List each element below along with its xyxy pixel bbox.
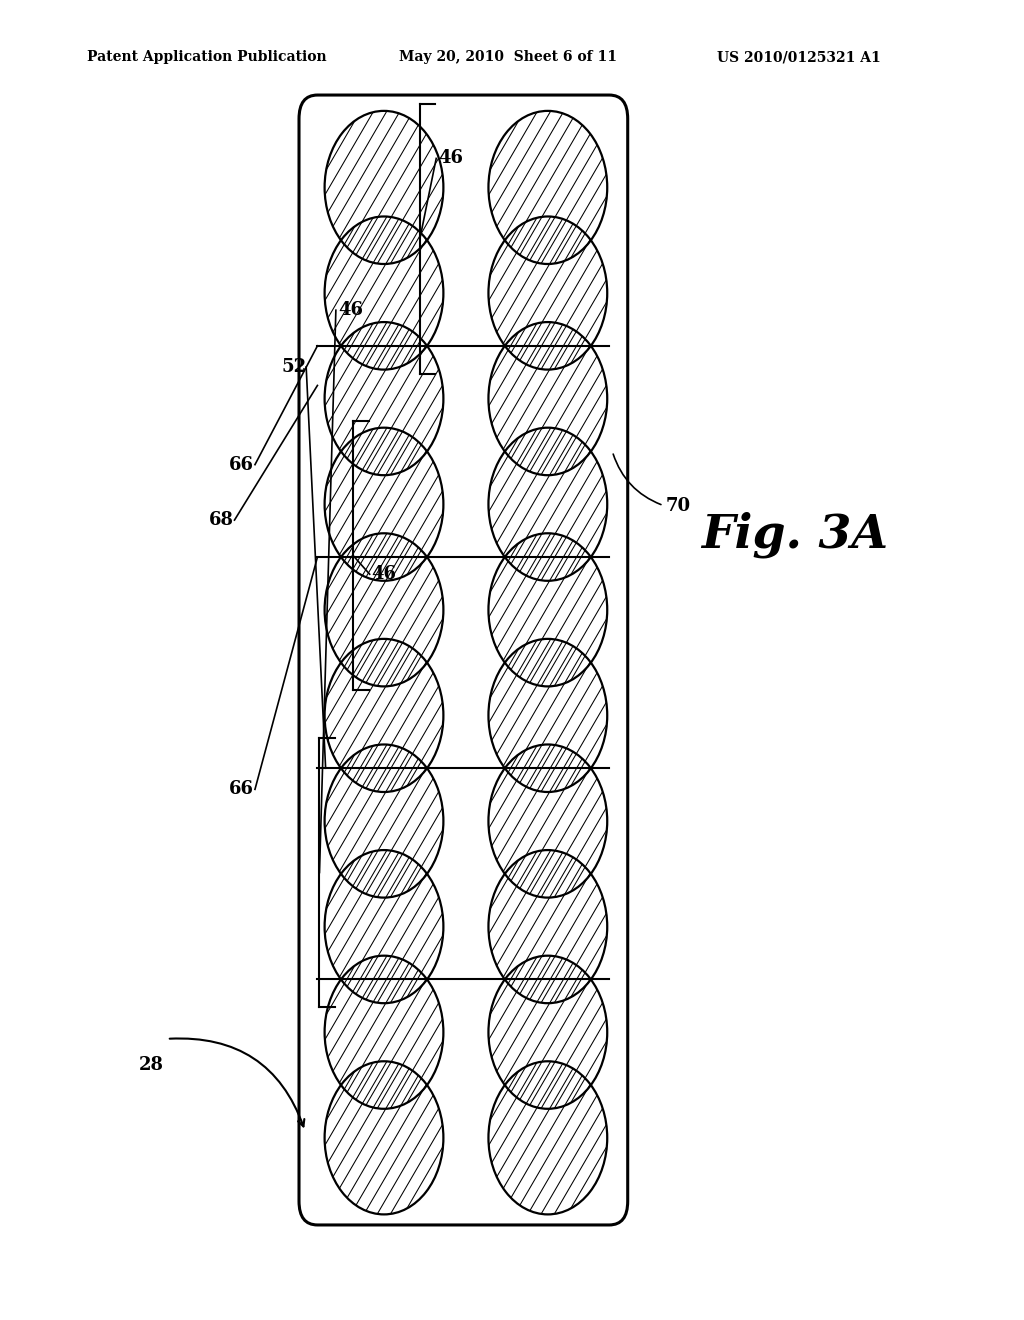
Ellipse shape	[488, 428, 607, 581]
Ellipse shape	[488, 216, 607, 370]
FancyArrowPatch shape	[170, 1039, 304, 1126]
Text: 66: 66	[229, 455, 254, 474]
Ellipse shape	[488, 1061, 607, 1214]
Ellipse shape	[488, 956, 607, 1109]
Text: 46: 46	[438, 149, 463, 168]
Text: 28: 28	[139, 1056, 164, 1074]
Ellipse shape	[325, 956, 443, 1109]
Ellipse shape	[488, 639, 607, 792]
Ellipse shape	[488, 322, 607, 475]
Text: 46: 46	[372, 565, 396, 583]
Ellipse shape	[325, 428, 443, 581]
Ellipse shape	[488, 111, 607, 264]
Ellipse shape	[325, 1061, 443, 1214]
Text: 66: 66	[229, 780, 254, 799]
Text: 70: 70	[666, 496, 691, 515]
Ellipse shape	[325, 850, 443, 1003]
Text: Patent Application Publication: Patent Application Publication	[87, 50, 327, 65]
Ellipse shape	[325, 322, 443, 475]
Text: May 20, 2010  Sheet 6 of 11: May 20, 2010 Sheet 6 of 11	[399, 50, 617, 65]
Ellipse shape	[325, 111, 443, 264]
Text: 52: 52	[282, 358, 306, 376]
Ellipse shape	[325, 216, 443, 370]
Ellipse shape	[488, 850, 607, 1003]
Ellipse shape	[325, 533, 443, 686]
Ellipse shape	[488, 533, 607, 686]
Text: 68: 68	[209, 511, 233, 529]
Text: 46: 46	[338, 301, 362, 319]
Text: Fig. 3A: Fig. 3A	[701, 511, 889, 558]
Ellipse shape	[325, 639, 443, 792]
Ellipse shape	[488, 744, 607, 898]
Text: US 2010/0125321 A1: US 2010/0125321 A1	[717, 50, 881, 65]
FancyBboxPatch shape	[299, 95, 628, 1225]
Ellipse shape	[325, 744, 443, 898]
